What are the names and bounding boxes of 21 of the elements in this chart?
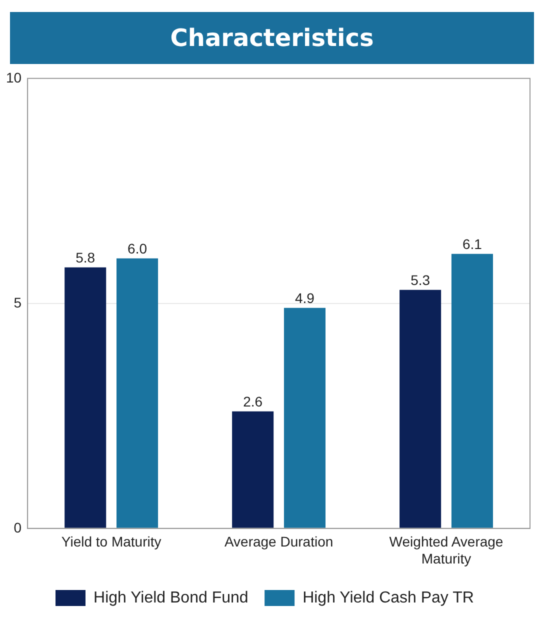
- x-tick-label: Weighted Average Maturity: [389, 534, 504, 566]
- x-tick-label: Yield to Maturity: [61, 534, 162, 550]
- legend-label: High Yield Cash Pay TR: [302, 589, 474, 606]
- chart-title: Characteristics: [10, 12, 534, 64]
- bar: [451, 254, 493, 528]
- x-tick-label: Average Duration: [224, 534, 334, 550]
- bar: [116, 258, 158, 528]
- y-tick-label: 0: [14, 519, 22, 536]
- data-label: 5.3: [410, 272, 430, 288]
- data-label: 6.1: [462, 236, 482, 252]
- bar: [232, 411, 274, 528]
- data-label: 5.8: [76, 249, 96, 266]
- data-label: 6.0: [128, 240, 148, 256]
- y-tick-label: 5: [14, 294, 22, 310]
- data-label: 2.6: [243, 393, 263, 410]
- y-tick-label: 10: [6, 69, 22, 86]
- bar: [400, 290, 442, 528]
- bar: [284, 308, 326, 528]
- bar: [64, 267, 106, 528]
- data-label: 4.9: [295, 290, 315, 306]
- legend-label: High Yield Bond Fund: [94, 589, 248, 606]
